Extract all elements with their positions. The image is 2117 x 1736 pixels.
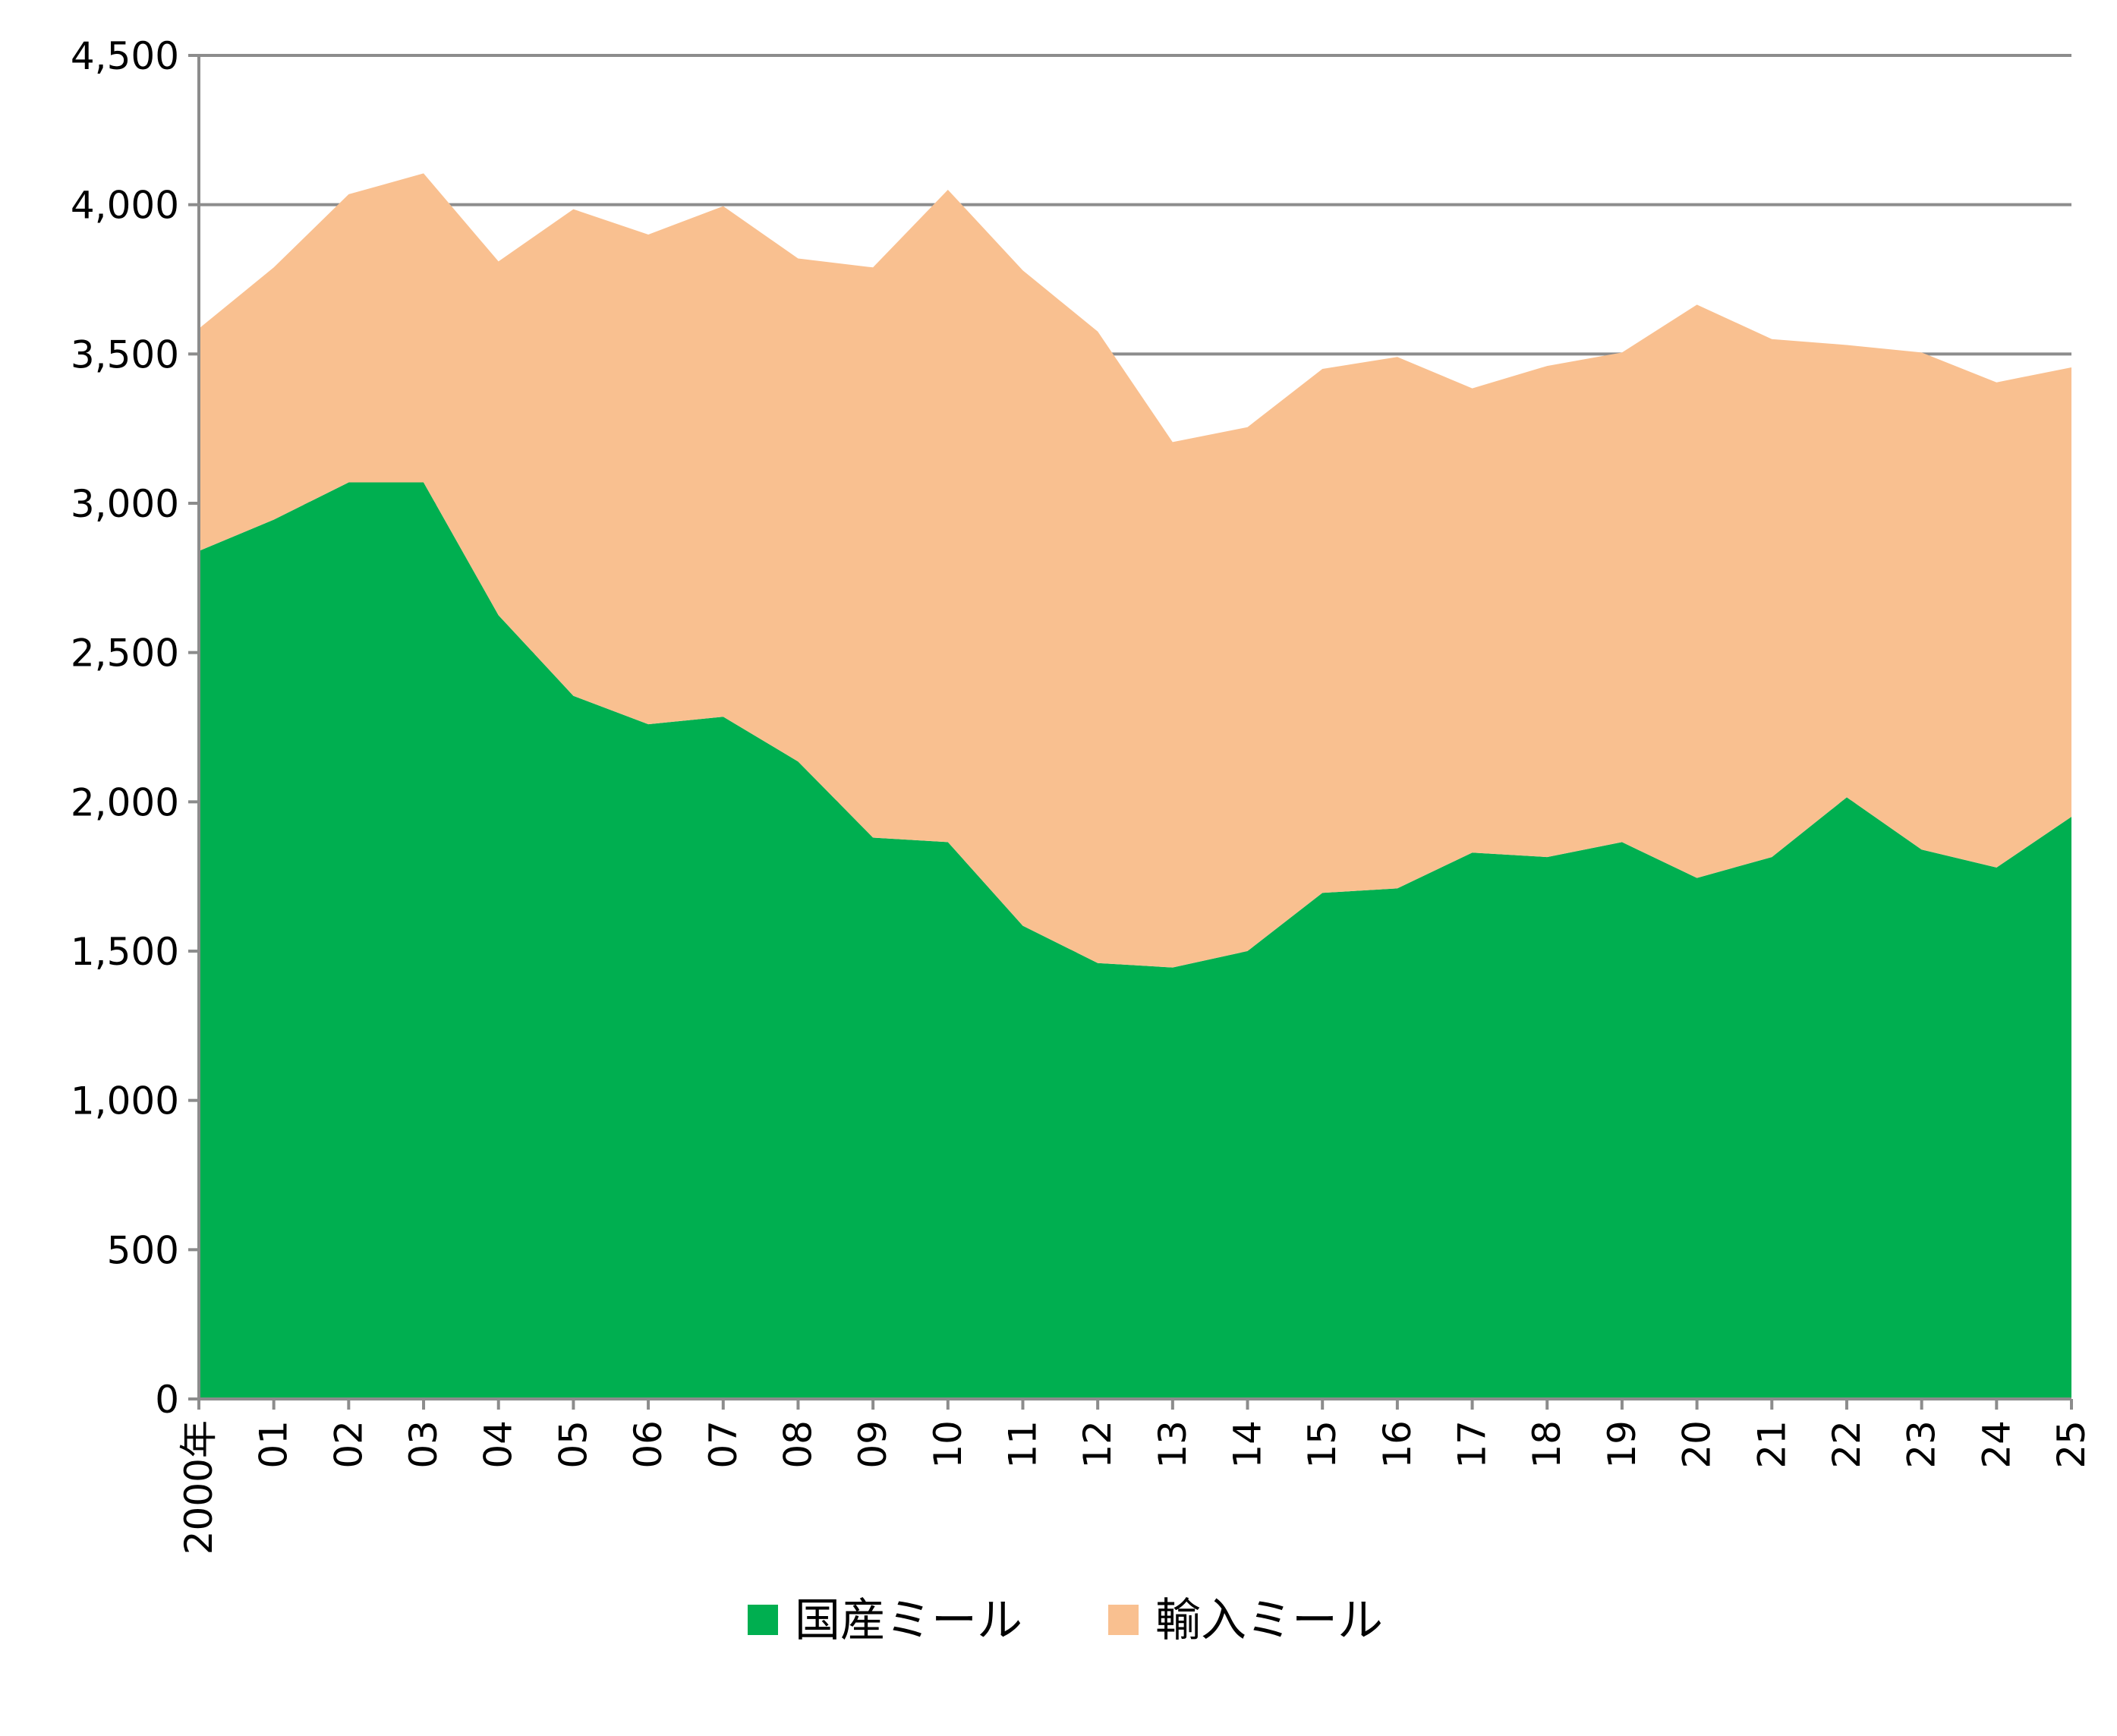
x-tick-label: 15 — [1300, 1420, 1344, 1469]
x-tick-label: 09 — [851, 1420, 895, 1469]
x-tick-label: 03 — [402, 1420, 446, 1469]
y-tick-label: 4,000 — [71, 184, 179, 228]
x-tick-label: 13 — [1151, 1420, 1195, 1469]
y-tick-label: 500 — [107, 1228, 179, 1272]
x-tick-label: 12 — [1076, 1420, 1120, 1469]
area-series-0 — [199, 482, 2071, 1399]
x-tick-label: 07 — [701, 1420, 745, 1469]
y-tick-label: 4,500 — [71, 34, 179, 78]
x-tick-label: 17 — [1451, 1420, 1495, 1469]
x-tick-label: 02 — [326, 1420, 370, 1469]
y-tick-label: 2,500 — [71, 632, 179, 676]
x-tick-label: 18 — [1525, 1420, 1569, 1469]
x-tick-label: 19 — [1600, 1420, 1644, 1469]
legend-label-0: 国産ミール — [795, 1594, 1022, 1647]
x-tick-label: 14 — [1226, 1420, 1270, 1469]
x-tick-label: 16 — [1375, 1420, 1419, 1469]
x-tick-label: 01 — [252, 1420, 296, 1469]
x-tick-label: 2000年 — [177, 1420, 221, 1555]
legend-label-1: 輸入ミール — [1155, 1594, 1383, 1647]
y-tick-label: 1,000 — [71, 1079, 179, 1123]
x-tick-label: 21 — [1750, 1420, 1794, 1469]
x-tick-label: 05 — [551, 1420, 595, 1469]
y-tick-label: 3,500 — [71, 332, 179, 377]
y-tick-label: 2,000 — [71, 780, 179, 824]
x-tick-label: 22 — [1825, 1420, 1869, 1469]
x-tick-label: 06 — [626, 1420, 670, 1469]
x-tick-label: 11 — [1000, 1420, 1044, 1469]
y-axis-tick-labels: 0 500 1,000 1,500 2,000 2,500 3,000 3,500 4,000 4… — [71, 34, 179, 1422]
axes — [188, 54, 2073, 1410]
x-tick-label: 04 — [477, 1420, 521, 1469]
legend-swatch-0 — [748, 1605, 778, 1635]
x-tick-label: 10 — [926, 1420, 970, 1469]
x-axis-tick-labels: 2000年 01 02 03 04 05 06 07 08 09 10 11 12 13 14 15 16 17 1… — [177, 1420, 2093, 1555]
y-tick-label: 0 — [155, 1378, 179, 1422]
x-tick-label: 20 — [1675, 1420, 1719, 1469]
y-tick-label: 1,500 — [71, 930, 179, 974]
x-tick-label: 25 — [2049, 1420, 2093, 1469]
y-tick-label: 3,000 — [71, 482, 179, 526]
legend: 国産ミール 輸入ミール — [748, 1594, 1383, 1647]
chart-areas — [199, 173, 2071, 1399]
x-tick-label: 24 — [1974, 1420, 2018, 1469]
legend-swatch-1 — [1108, 1605, 1139, 1635]
x-tick-label: 08 — [776, 1420, 820, 1469]
x-tick-label: 23 — [1900, 1420, 1944, 1469]
area-series-1 — [199, 173, 2071, 968]
